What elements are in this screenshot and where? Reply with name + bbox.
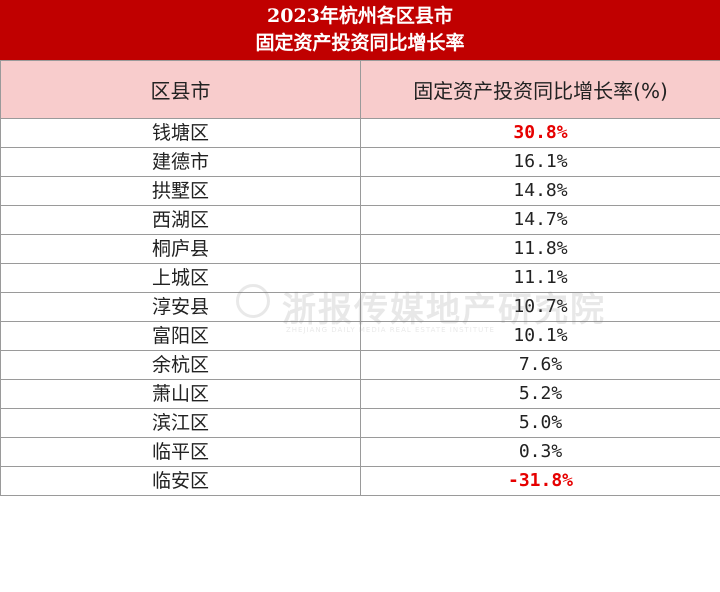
- growth-cell: 11.1%: [360, 263, 720, 293]
- table-row: 西湖区 14.7%: [0, 205, 720, 235]
- growth-cell: 14.7%: [360, 205, 720, 235]
- header-growth: 固定资产投资同比增长率(%): [360, 60, 720, 119]
- district-cell: 富阳区: [0, 321, 361, 351]
- table-row: 钱塘区 30.8%: [0, 118, 720, 148]
- growth-cell: 14.8%: [360, 176, 720, 206]
- district-cell: 西湖区: [0, 205, 361, 235]
- table-row: 富阳区 10.1%: [0, 321, 720, 351]
- table-row: 临安区 -31.8%: [0, 466, 720, 496]
- growth-cell: 11.8%: [360, 234, 720, 264]
- growth-cell: 10.1%: [360, 321, 720, 351]
- district-cell: 建德市: [0, 147, 361, 177]
- growth-cell: 5.0%: [360, 408, 720, 438]
- district-cell: 拱墅区: [0, 176, 361, 206]
- table-row: 上城区 11.1%: [0, 263, 720, 293]
- district-cell: 萧山区: [0, 379, 361, 409]
- district-cell: 滨江区: [0, 408, 361, 438]
- header-row: 区县市 固定资产投资同比增长率(%): [0, 60, 720, 119]
- table-row: 滨江区 5.0%: [0, 408, 720, 438]
- growth-cell: 16.1%: [360, 147, 720, 177]
- table-row: 淳安县 10.7%: [0, 292, 720, 322]
- growth-table: 区县市 固定资产投资同比增长率(%) 钱塘区 30.8% 建德市 16.1% 拱墅区 14…: [0, 60, 720, 496]
- district-cell: 临安区: [0, 466, 361, 496]
- table-row: 桐庐县 11.8%: [0, 234, 720, 264]
- growth-cell: 10.7%: [360, 292, 720, 322]
- district-cell: 钱塘区: [0, 118, 361, 148]
- growth-cell: 7.6%: [360, 350, 720, 380]
- header-district: 区县市: [0, 60, 361, 119]
- table-title: 2023年杭州各区县市 固定资产投资同比增长率: [0, 0, 720, 61]
- district-cell: 余杭区: [0, 350, 361, 380]
- table-row: 萧山区 5.2%: [0, 379, 720, 409]
- table-row: 余杭区 7.6%: [0, 350, 720, 380]
- growth-cell: -31.8%: [360, 466, 720, 496]
- district-cell: 桐庐县: [0, 234, 361, 264]
- growth-cell: 0.3%: [360, 437, 720, 467]
- district-cell: 淳安县: [0, 292, 361, 322]
- table-row: 拱墅区 14.8%: [0, 176, 720, 206]
- district-cell: 上城区: [0, 263, 361, 293]
- growth-cell: 5.2%: [360, 379, 720, 409]
- district-cell: 临平区: [0, 437, 361, 467]
- title-line-2: 固定资产投资同比增长率: [255, 32, 465, 54]
- title-line-1: 2023年杭州各区县市: [267, 5, 453, 27]
- growth-cell: 30.8%: [360, 118, 720, 148]
- table-row: 建德市 16.1%: [0, 147, 720, 177]
- table-row: 临平区 0.3%: [0, 437, 720, 467]
